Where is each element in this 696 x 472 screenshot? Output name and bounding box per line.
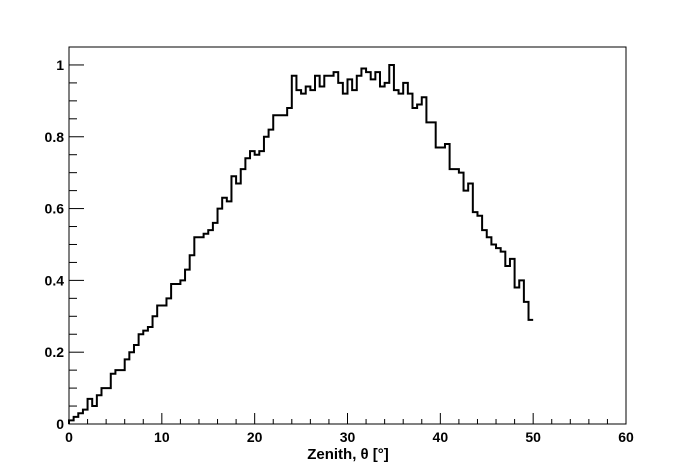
axis-ticks xyxy=(68,46,627,425)
y-tick-label: 0.2 xyxy=(45,344,65,360)
x-axis-label: Zenith, θ [°] xyxy=(307,446,389,463)
x-tick-label: 50 xyxy=(525,429,541,445)
plot-frame xyxy=(68,46,627,425)
histogram-step-line xyxy=(68,63,534,424)
x-tick-label: 10 xyxy=(154,429,170,445)
y-tick-label: 0 xyxy=(56,416,64,432)
y-tick-label: 0.4 xyxy=(45,272,65,288)
y-tick-label: 0.6 xyxy=(45,201,65,217)
x-tick-label: 20 xyxy=(247,429,263,445)
y-tick-label: 0.8 xyxy=(45,129,65,145)
y-tick-label: 1 xyxy=(56,57,64,73)
axis-tick-labels: 0 10 20 30 40 50 60 0 0.2 0.4 0.6 0.8 1 xyxy=(45,57,634,445)
x-tick-label: 60 xyxy=(618,429,634,445)
x-tick-label: 30 xyxy=(340,429,356,445)
x-tick-label: 40 xyxy=(433,429,449,445)
x-tick-label: 0 xyxy=(65,429,73,445)
